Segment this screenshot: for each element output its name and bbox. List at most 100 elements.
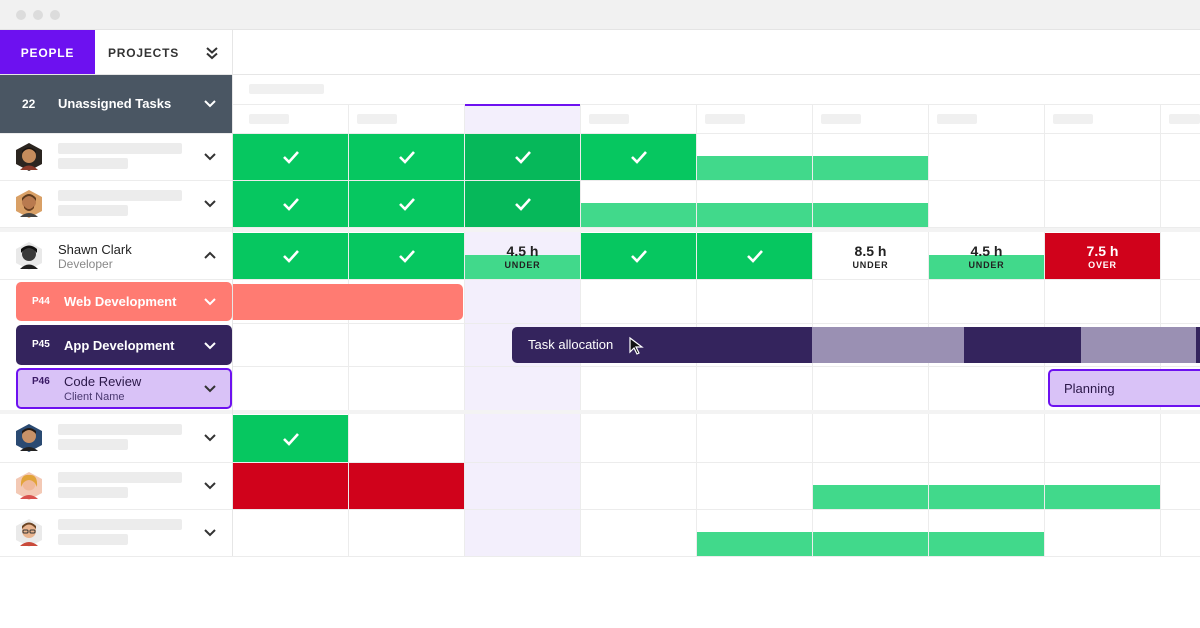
chevron-down-icon[interactable] <box>202 97 218 111</box>
hours-status: UNDER <box>852 259 889 270</box>
cursor-arrow-icon <box>629 336 644 355</box>
row-divider <box>0 279 1200 280</box>
hours-cell-under[interactable]: 8.5 h UNDER <box>813 237 928 275</box>
name-placeholder <box>58 143 182 154</box>
timeline-header-divider <box>233 104 1200 105</box>
avatar <box>16 424 42 452</box>
check-icon <box>746 250 763 263</box>
allocation-cell-full[interactable] <box>233 233 348 279</box>
chevron-down-icon[interactable] <box>202 479 218 493</box>
avatar <box>16 190 42 218</box>
project-code: P44 <box>32 296 50 307</box>
allocation-cell-full[interactable] <box>349 134 464 180</box>
hours-cell-under[interactable]: 4.5 h UNDER <box>465 237 580 275</box>
hours-cell-under[interactable]: 4.5 h UNDER <box>929 237 1044 275</box>
allocation-cell-full[interactable] <box>465 134 580 180</box>
chevron-down-icon[interactable] <box>202 295 218 309</box>
day-header-placeholder <box>705 114 745 124</box>
window-close-dot[interactable] <box>16 10 26 20</box>
allocation-cell-full[interactable] <box>233 415 348 462</box>
allocation-cell-partial <box>929 255 1044 279</box>
project-row-p44[interactable]: P44 Web Development <box>16 282 232 321</box>
name-placeholder <box>58 519 182 530</box>
allocation-cell-partial[interactable] <box>813 203 928 227</box>
grid-line <box>464 105 465 556</box>
window-zoom-dot[interactable] <box>50 10 60 20</box>
task-allocation-bar-segment[interactable] <box>1081 327 1196 363</box>
allocation-cell-full[interactable] <box>581 134 696 180</box>
day-header-placeholder <box>937 114 977 124</box>
tab-people[interactable]: PEOPLE <box>0 30 95 75</box>
chevron-down-icon[interactable] <box>202 382 218 396</box>
project-row-p45[interactable]: P45 App Development <box>16 325 232 365</box>
window-minimize-dot[interactable] <box>33 10 43 20</box>
name-placeholder <box>58 190 182 201</box>
check-icon <box>398 151 415 164</box>
tab-projects[interactable]: PROJECTS <box>95 30 192 75</box>
task-allocation-bar-segment[interactable] <box>1196 327 1200 363</box>
allocation-cell-full[interactable] <box>349 233 464 279</box>
overbooked-cell[interactable] <box>233 463 348 509</box>
allocation-cell-partial[interactable] <box>813 532 928 556</box>
task-allocation-label: Task allocation <box>528 337 614 352</box>
allocation-cell-partial[interactable] <box>813 485 928 509</box>
check-icon <box>398 198 415 211</box>
chevron-down-icon[interactable] <box>202 150 218 164</box>
day-header-placeholder <box>1053 114 1093 124</box>
allocation-cell-partial[interactable] <box>697 156 812 180</box>
project-code: P45 <box>32 339 50 350</box>
allocation-cell-full[interactable] <box>233 181 348 227</box>
allocation-cell-partial[interactable] <box>581 203 696 227</box>
chevron-up-icon[interactable] <box>202 248 218 262</box>
project-code: P46 <box>32 376 50 387</box>
allocation-cell-partial[interactable] <box>697 532 812 556</box>
task-allocation-bar-segment[interactable] <box>964 327 1081 363</box>
day-header-placeholder <box>1169 114 1200 124</box>
collapse-all-button[interactable] <box>192 30 232 75</box>
hours-status: UNDER <box>504 259 541 270</box>
person-role: Developer <box>58 257 113 271</box>
project-row-p46[interactable]: P46 Code Review Client Name <box>16 368 232 409</box>
chevron-down-icon[interactable] <box>202 431 218 445</box>
allocation-cell-partial[interactable] <box>929 532 1044 556</box>
chevron-down-icon[interactable] <box>202 339 218 353</box>
day-header-placeholder <box>249 114 289 124</box>
task-allocation-bar-segment[interactable] <box>812 327 964 363</box>
allocation-cell-full[interactable] <box>465 181 580 227</box>
window-titlebar <box>0 0 1200 30</box>
project-name: Code Review <box>64 374 142 389</box>
check-icon <box>514 198 531 211</box>
hours-value: 8.5 h <box>854 242 887 259</box>
role-placeholder <box>58 534 128 545</box>
allocation-cell-partial[interactable] <box>1045 485 1160 509</box>
row-divider <box>0 227 1200 228</box>
task-allocation-bar[interactable]: Task allocation <box>512 327 812 363</box>
allocation-cell-full[interactable] <box>233 134 348 180</box>
check-icon <box>398 250 415 263</box>
project-bar-p44[interactable] <box>233 284 463 320</box>
chevron-down-icon[interactable] <box>202 197 218 211</box>
allocation-cell-full[interactable] <box>349 181 464 227</box>
allocation-cell-partial[interactable] <box>813 156 928 180</box>
avatar <box>16 143 42 171</box>
hours-value: 4.5 h <box>506 242 539 259</box>
planning-bar[interactable]: Planning <box>1048 369 1200 407</box>
header-divider <box>0 74 1200 75</box>
row-divider <box>0 133 1200 134</box>
allocation-cell-full[interactable] <box>581 233 696 279</box>
hours-cell-over[interactable]: 7.5 h OVER <box>1045 237 1160 275</box>
allocation-cell-partial[interactable] <box>697 203 812 227</box>
role-placeholder <box>58 487 128 498</box>
overbooked-cell[interactable] <box>349 463 464 509</box>
sidebar-divider <box>232 30 233 556</box>
allocation-cell-full[interactable] <box>697 233 812 279</box>
grid-line <box>348 105 349 556</box>
allocation-cell-partial[interactable] <box>929 485 1044 509</box>
avatar <box>16 242 42 270</box>
day-header-placeholder <box>821 114 861 124</box>
today-column-marker <box>465 104 580 106</box>
timeline-month-placeholder <box>249 84 324 94</box>
unassigned-tasks-row[interactable]: 22 Unassigned Tasks <box>0 75 232 133</box>
day-header-placeholder <box>589 114 629 124</box>
chevron-down-icon[interactable] <box>202 526 218 540</box>
